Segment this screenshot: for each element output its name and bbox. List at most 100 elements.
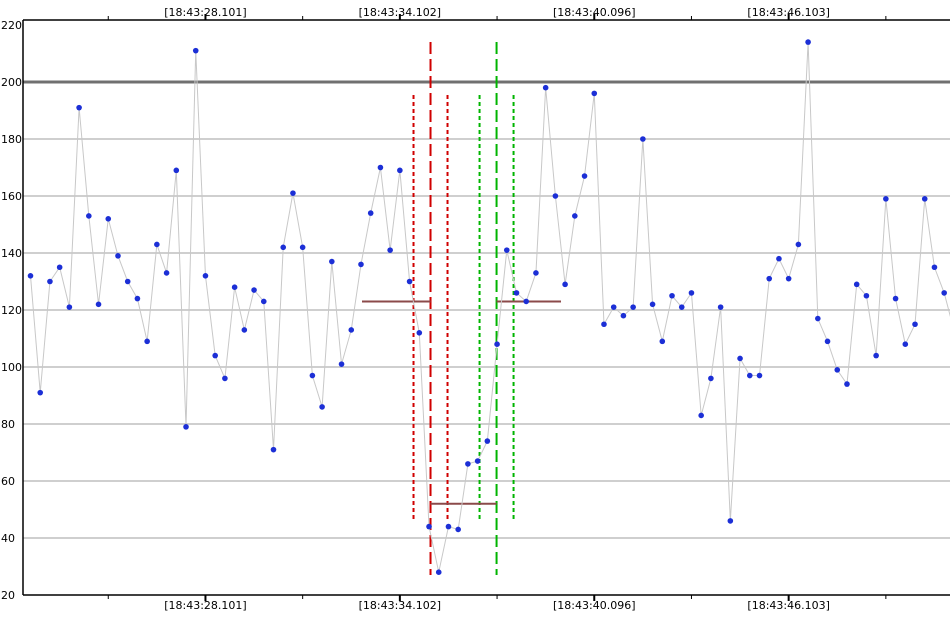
data-point: [941, 290, 947, 296]
data-point: [455, 527, 461, 533]
data-point: [261, 299, 267, 305]
data-point: [640, 136, 646, 142]
x-tick-label-top: [18:43:46.103]: [747, 6, 829, 19]
event-marker-layer: [362, 42, 561, 575]
data-point: [485, 438, 491, 444]
data-point: [825, 339, 831, 345]
data-point: [348, 327, 354, 333]
data-point: [932, 264, 938, 270]
data-point: [475, 458, 481, 464]
data-point: [183, 424, 189, 430]
data-point: [572, 213, 578, 219]
data-point: [28, 273, 34, 279]
data-point: [174, 168, 180, 174]
data-point: [669, 293, 675, 299]
data-point: [368, 210, 374, 216]
data-point: [329, 259, 335, 265]
y-tick-label: 200: [1, 76, 22, 89]
data-point: [533, 270, 539, 276]
y-tick-label: 140: [1, 247, 22, 260]
data-point: [76, 105, 82, 111]
data-point: [436, 569, 442, 575]
data-point: [397, 168, 403, 174]
data-point: [815, 316, 821, 322]
data-point: [553, 193, 559, 199]
data-point: [562, 282, 568, 288]
data-point: [805, 39, 811, 45]
x-tick-label: [18:43:46.103]: [747, 599, 829, 612]
data-point: [96, 302, 102, 308]
data-point: [601, 321, 607, 327]
data-point: [718, 304, 724, 310]
y-tick-label: 220: [1, 19, 22, 32]
x-tick-label: [18:43:28.101]: [164, 599, 246, 612]
data-point: [242, 327, 248, 333]
data-point: [154, 242, 160, 248]
data-point: [290, 190, 296, 196]
data-point: [621, 313, 627, 319]
y-tick-label: 40: [1, 532, 15, 545]
x-tick-label-top: [18:43:40.096]: [553, 6, 635, 19]
y-tick-label: 20: [1, 589, 15, 602]
data-point: [57, 264, 63, 270]
data-point: [611, 304, 617, 310]
series-line: [31, 42, 950, 572]
data-point: [630, 304, 636, 310]
data-point: [446, 524, 452, 530]
data-point: [125, 279, 131, 285]
data-point: [514, 290, 520, 296]
data-point: [864, 293, 870, 299]
data-point: [786, 276, 792, 282]
data-point: [796, 242, 802, 248]
data-point: [47, 279, 53, 285]
data-point: [319, 404, 325, 410]
data-point: [271, 447, 277, 453]
data-point: [494, 341, 500, 347]
data-point: [912, 321, 918, 327]
data-point: [660, 339, 666, 345]
y-tick-label: 160: [1, 190, 22, 203]
data-point: [737, 356, 743, 362]
data-point: [844, 381, 850, 387]
data-point: [417, 330, 423, 336]
data-point: [212, 353, 218, 359]
data-point: [903, 341, 909, 347]
data-point: [222, 376, 228, 382]
data-point: [747, 373, 753, 379]
data-point: [873, 353, 879, 359]
data-point: [543, 85, 549, 91]
data-point: [465, 461, 471, 467]
data-point: [164, 270, 170, 276]
data-point: [310, 373, 316, 379]
data-point: [698, 413, 704, 419]
data-point: [115, 253, 121, 259]
series-layer: [28, 39, 950, 575]
data-point: [300, 245, 306, 251]
data-point: [203, 273, 209, 279]
data-point: [426, 524, 432, 530]
data-point: [67, 304, 73, 310]
x-tick-label-top: [18:43:34.102]: [359, 6, 441, 19]
data-point: [893, 296, 899, 302]
data-point: [854, 282, 860, 288]
data-point: [834, 367, 840, 373]
data-point: [523, 299, 529, 305]
data-point: [582, 173, 588, 179]
x-tick-label: [18:43:34.102]: [359, 599, 441, 612]
data-point: [766, 276, 772, 282]
data-point: [144, 339, 150, 345]
data-point: [135, 296, 141, 302]
grid-layer: [23, 82, 950, 538]
data-point: [776, 256, 782, 262]
y-tick-label: 180: [1, 133, 22, 146]
data-point: [757, 373, 763, 379]
data-point: [251, 287, 257, 293]
data-point: [232, 284, 238, 290]
y-tick-label: 100: [1, 361, 22, 374]
data-point: [591, 91, 597, 97]
y-tick-label: 80: [1, 418, 15, 431]
data-point: [728, 518, 734, 524]
y-tick-label: 60: [1, 475, 15, 488]
